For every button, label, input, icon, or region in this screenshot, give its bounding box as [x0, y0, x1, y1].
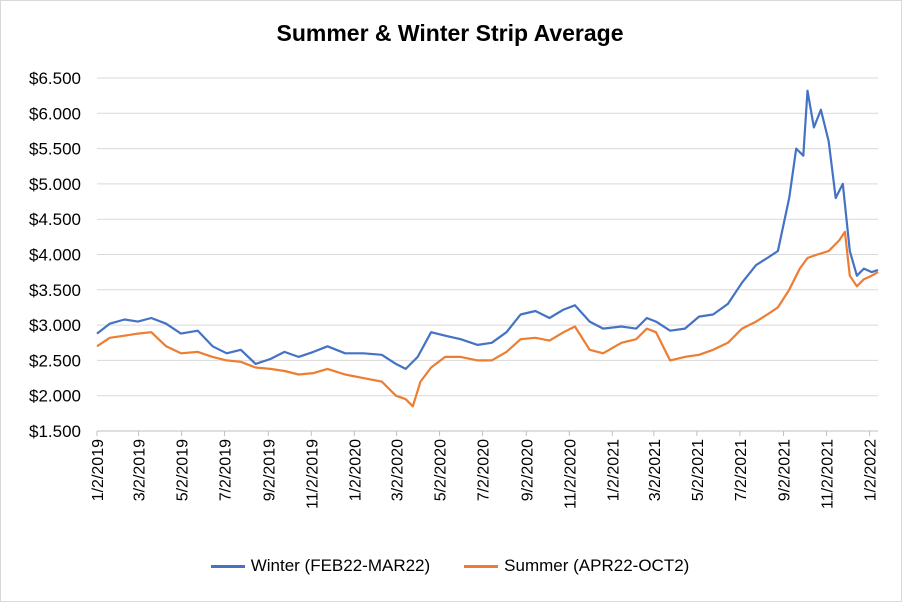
x-tick-label-8: 5/2/2020 [433, 439, 450, 501]
x-tick-label-13: 3/2/2021 [647, 439, 664, 501]
series-line-0 [96, 89, 879, 370]
y-tick-label-9: $6.000 [29, 104, 81, 123]
y-tick-label-8: $5.500 [29, 140, 81, 159]
x-tick-label-11: 11/2/2020 [562, 439, 579, 509]
x-tick-label-1: 3/2/2019 [132, 439, 149, 501]
x-tick-label-12: 1/2/2021 [605, 439, 622, 501]
x-tick-label-15: 7/2/2021 [733, 439, 750, 501]
legend-item-summer: Summer (APR22-OCT2) [464, 556, 689, 576]
x-tick-label-0: 1/2/2019 [90, 439, 107, 501]
y-tick-label-10: $6.500 [29, 69, 81, 88]
y-tick-label-1: $2.000 [29, 387, 81, 406]
series-group [96, 89, 879, 408]
x-tick-label-4: 9/2/2019 [261, 439, 278, 501]
series-line-1 [96, 230, 879, 408]
legend-swatch-winter [210, 564, 245, 568]
x-tick-label-2: 5/2/2019 [175, 439, 192, 501]
legend-label-summer: Summer (APR22-OCT2) [504, 556, 690, 575]
x-tick-label-16: 9/2/2021 [777, 439, 794, 501]
y-axis-ticks: $1.500 $2.000 $2.500 $3.000 $3.500 $4.000 $4.5… [29, 69, 81, 441]
x-tick-label-3: 7/2/2019 [218, 439, 235, 501]
x-tick-label-10: 9/2/2020 [519, 439, 536, 501]
chart-title: Summer & Winter Strip Average [276, 20, 624, 46]
x-tick-label-6: 1/2/2020 [347, 439, 364, 501]
y-tick-label-5: $4.000 [29, 246, 81, 265]
y-tick-label-4: $3.500 [29, 281, 81, 300]
x-tick-label-7: 3/2/2020 [390, 439, 407, 501]
x-tick-label-9: 7/2/2020 [476, 439, 493, 501]
x-tick-label-5: 11/2/2019 [304, 439, 321, 509]
x-tick-label-17: 11/2/2021 [820, 439, 837, 509]
x-tick-label-18: 1/2/2022 [863, 439, 880, 501]
legend-swatch-summer [464, 564, 499, 568]
y-tick-label-6: $4.500 [29, 210, 81, 229]
legend-label-winter: Winter (FEB22-MAR22) [250, 556, 431, 575]
y-tick-label-0: $1.500 [29, 422, 81, 441]
y-tick-label-2: $2.500 [29, 351, 81, 370]
x-tick-label-14: 5/2/2021 [690, 439, 707, 501]
legend: Winter (FEB22-MAR22) Summer (APR22-OCT2) [0, 556, 900, 576]
y-tick-label-7: $5.000 [29, 175, 81, 194]
y-tick-label-3: $3.000 [29, 316, 81, 335]
legend-item-winter: Winter (FEB22-MAR22) [210, 556, 431, 576]
grid-lines [97, 77, 878, 432]
x-axis-ticks: 1/2/2019 3/2/2019 5/2/2019 7/2/2019 9/2/2019… [90, 430, 880, 509]
